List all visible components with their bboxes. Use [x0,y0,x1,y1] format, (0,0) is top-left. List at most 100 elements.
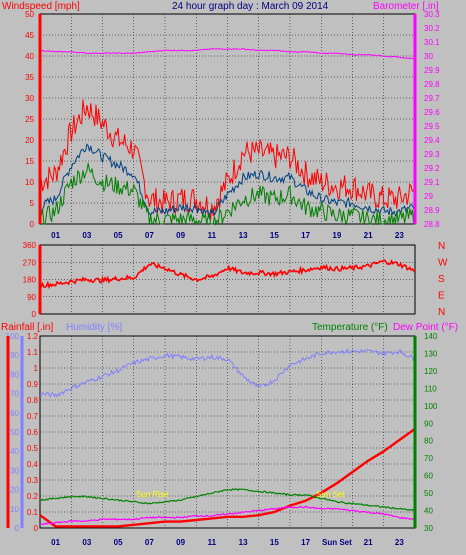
barometer-y-tick: 29 [424,192,433,201]
compass-label: W [438,258,448,269]
barometer-y-tick: 30 [424,52,433,61]
humidity-y-tick: 20 [10,486,19,495]
compass-label: N [438,307,445,318]
wind-x-tick: 19 [332,231,341,240]
humidity-y-tick: 10 [10,505,19,514]
rainfall-y-tick: 0.1 [27,508,39,517]
barometer-y-tick: 29.1 [424,178,440,187]
barometer-y-ticks: 28.8 28.9 29 29.1 29.2 29.3 29.4 29.5 29.6 29.7 29… [424,10,440,229]
temperature-x-tick: 09 [176,538,185,547]
temperature-y-tick: 130 [424,349,438,358]
temperature-y-tick: 110 [424,384,437,393]
wind-series [39,48,416,226]
compass-label: E [438,291,445,302]
wind-x-tick: 15 [270,231,279,240]
humidity-y-tick: 40 [10,447,19,456]
rainfall-y-tick: 1.2 [27,332,39,341]
barometer-y-tick: 29.6 [424,108,440,117]
wind-y-tick: 10 [25,178,34,187]
temperature-x-tick: 21 [364,538,373,547]
humidity-y-tick: 80 [10,370,19,379]
temperature-y-tick: 90 [424,419,433,428]
temperature-panel: Rainfall [.in] Humidity [%] Temperature … [1,322,458,547]
wind-y-tick: 40 [25,52,34,61]
wind-x-tick: 09 [176,231,185,240]
wind-x-tick: 05 [114,231,123,240]
wind-x-tick: 17 [301,231,310,240]
barometer-line [39,48,416,60]
temperature-y-tick: 60 [424,472,433,481]
rainfall-y-tick: 0.8 [27,396,39,405]
direction-line [40,259,416,290]
temperature-x-tick: 23 [395,538,404,547]
sunset-x-tick: Sun Set [322,538,352,547]
barometer-y-tick: 29.2 [424,164,440,173]
sun-rise-label: Sun Rise [136,490,169,499]
wind-y-tick: 5 [30,199,35,208]
wind-x-tick: 03 [82,231,91,240]
direction-y-tick: 270 [23,258,37,267]
temperature-axis-title: Temperature (°F) [312,322,388,333]
temperature-x-ticks: 01 03 05 07 09 11 13 15 17 Sun Set 21 23 [51,538,404,547]
temperature-y-tick: 140 [424,332,438,341]
compass-label: N [438,241,445,252]
direction-series [40,259,416,290]
wind-average-line [39,143,416,219]
wind-gust-line [39,99,416,221]
rainfall-y-tick: 0.2 [27,492,39,501]
barometer-y-tick: 29.8 [424,80,440,89]
wind-x-tick: 11 [208,231,217,240]
wind-y-ticks: 0 5 10 15 20 25 30 35 40 45 50 [25,10,34,229]
temperature-x-tick: 03 [82,538,91,547]
humidity-y-tick: 90 [10,351,19,360]
humidity-y-tick: 0 [15,524,20,533]
wind-panel: Windspeed [mph] 24 hour graph day : Marc… [2,1,440,240]
barometer-axis-title: Barometer [.in] [373,1,439,12]
direction-y-ticks: 360 270 180 90 0 [23,241,37,319]
barometer-y-tick: 30.2 [424,24,440,33]
dew-point-line [39,505,416,526]
wind-y-tick: 45 [25,31,34,40]
temperature-line [39,488,416,512]
barometer-y-tick: 29.5 [424,122,440,131]
temperature-grid [39,335,416,529]
compass-label: S [438,274,445,285]
barometer-y-tick: 29.4 [424,136,440,145]
wind-x-tick: 23 [395,231,404,240]
barometer-y-tick: 29.9 [424,66,440,75]
rainfall-y-tick: 0.7 [27,412,39,421]
wind-x-tick: 21 [364,231,373,240]
temperature-x-tick: 07 [145,538,154,547]
sun-set-label: Sun Set [316,490,345,499]
wind-y-tick: 25 [25,115,34,124]
graph-title: 24 hour graph day : March 09 2014 [172,1,329,12]
temperature-x-tick: 01 [51,538,60,547]
direction-y-tick: 0 [32,310,37,319]
barometer-y-tick: 29.3 [424,150,440,159]
wind-y-tick: 15 [25,157,34,166]
temperature-y-tick: 30 [424,524,433,533]
rainfall-axis-title: Rainfall [.in] [1,322,53,333]
dew-point-axis-title: Dew Point (°F) [393,322,458,333]
humidity-axis-title: Humidity [%] [66,322,122,333]
temperature-y-tick: 100 [424,402,438,411]
wind-y-tick: 20 [25,136,34,145]
rainfall-y-ticks: 0 0.1 0.2 0.3 0.4 0.5 0.6 0.7 0.8 0.9 1 1.1 1.2 [27,332,39,533]
humidity-y-ticks: 0 10 20 30 40 50 60 70 80 90 100 [6,332,20,533]
rainfall-y-tick: 1 [34,364,39,373]
wind-x-tick: 07 [145,231,154,240]
rainfall-y-tick: 0.3 [27,476,39,485]
direction-y-tick: 360 [23,241,37,250]
wind-x-ticks: 01 03 05 07 09 11 13 15 17 19 21 23 [51,231,404,240]
temperature-y-ticks: 30 40 50 60 70 80 90 100 110 120 130 140 [424,332,438,533]
barometer-y-tick: 28.8 [424,220,440,229]
wind-y-tick: 50 [25,10,34,19]
barometer-y-tick: 30.1 [424,38,440,47]
rainfall-y-tick: 0.6 [27,428,39,437]
rainfall-y-tick: 1.1 [27,348,39,357]
temperature-x-tick: 11 [208,538,217,547]
temperature-y-tick: 80 [424,437,433,446]
wind-axis-title: Windspeed [mph] [2,1,80,12]
